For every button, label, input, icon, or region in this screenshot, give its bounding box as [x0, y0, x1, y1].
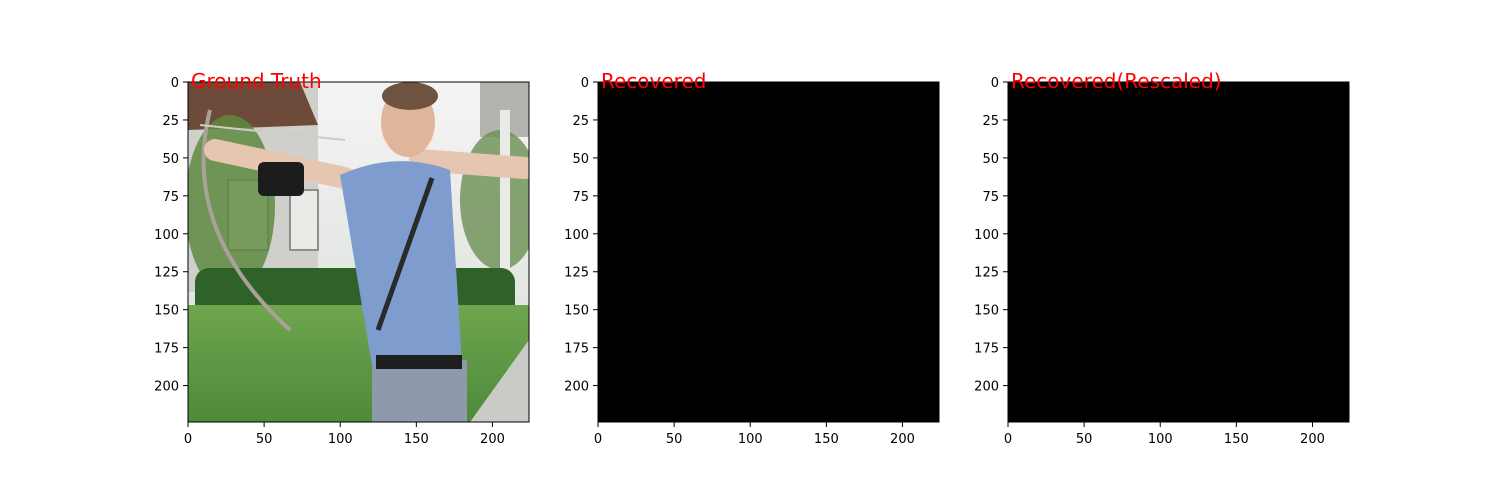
x-tick-label: 0: [184, 432, 192, 447]
photo-strap: [375, 177, 435, 331]
y-tick-label: 100: [564, 228, 589, 243]
photo-legs: [372, 360, 467, 422]
y-tick-label: 200: [974, 380, 999, 395]
y-tick-label: 0: [171, 76, 179, 91]
axes-frame: [1007, 81, 1350, 423]
x-tick-label: 200: [480, 432, 505, 447]
axes-frame: [597, 81, 940, 423]
photo-hair: [382, 82, 438, 110]
x-tick-label: 100: [738, 432, 763, 447]
x-tick-label: 200: [890, 432, 915, 447]
x-tick-label: 150: [1224, 432, 1249, 447]
panels-layer: 0 50 100 150 200 0 25 50 75 100 125 150 175 200 Ground…: [154, 69, 1350, 447]
y-tick-label: 200: [564, 380, 589, 395]
image-fill: [598, 82, 939, 422]
x-tick-label: 50: [666, 432, 683, 447]
y-tick-label: 100: [154, 228, 179, 243]
photo-arm-guard: [258, 162, 304, 196]
x-tick-label: 100: [328, 432, 353, 447]
y-tick-label: 50: [572, 152, 589, 167]
photo-right-arm: [409, 149, 529, 179]
y-tick-label: 75: [982, 190, 999, 205]
photo-window-2: [289, 189, 319, 251]
y-tick-label: 175: [974, 342, 999, 357]
panel-title: Recovered: [601, 69, 706, 93]
panel-title: Recovered(Rescaled): [1011, 69, 1222, 93]
y-tick-label: 175: [154, 342, 179, 357]
y-tick-label: 125: [974, 266, 999, 281]
subplot-3: 0 50 100 150 200 0 25 50 75 100 125 150 175 200 Recove…: [974, 69, 1350, 447]
y-tick-label: 25: [982, 114, 999, 129]
y-tick-label: 0: [581, 76, 589, 91]
photo-path: [470, 340, 529, 422]
y-tick-label: 0: [991, 76, 999, 91]
photo-content: [188, 82, 529, 422]
y-tick-label: 50: [162, 152, 179, 167]
axes-frame: [187, 81, 530, 423]
photo-lawn: [188, 305, 529, 422]
x-tick-label: 150: [404, 432, 429, 447]
y-tick-label: 75: [572, 190, 589, 205]
y-tick-label: 150: [974, 304, 999, 319]
photo-bow: [201, 109, 292, 332]
y-tick-label: 150: [154, 304, 179, 319]
y-tick-label: 175: [564, 342, 589, 357]
photo-arrow: [199, 124, 346, 141]
y-tick-label: 125: [564, 266, 589, 281]
y-tick-label: 25: [162, 114, 179, 129]
photo-belt: [376, 355, 462, 369]
image-fill: [1008, 82, 1349, 422]
y-tick-label: 75: [162, 190, 179, 205]
x-tick-label: 0: [594, 432, 602, 447]
photo-birch-trunk: [500, 110, 510, 320]
y-tick-label: 125: [154, 266, 179, 281]
x-tick-label: 150: [814, 432, 839, 447]
x-tick-label: 200: [1300, 432, 1325, 447]
subplot-1: 0 50 100 150 200 0 25 50 75 100 125 150 175 200 Ground…: [154, 69, 530, 447]
subplot-2: 0 50 100 150 200 0 25 50 75 100 125 150 175 200 Recove…: [564, 69, 940, 447]
x-tick-label: 50: [1076, 432, 1093, 447]
y-tick-label: 50: [982, 152, 999, 167]
x-tick-label: 0: [1004, 432, 1012, 447]
y-tick-label: 100: [974, 228, 999, 243]
y-tick-label: 200: [154, 380, 179, 395]
x-tick-label: 50: [256, 432, 273, 447]
x-tick-label: 100: [1148, 432, 1173, 447]
y-tick-label: 25: [572, 114, 589, 129]
y-tick-label: 150: [564, 304, 589, 319]
panel-title: Ground Truth: [191, 69, 322, 93]
